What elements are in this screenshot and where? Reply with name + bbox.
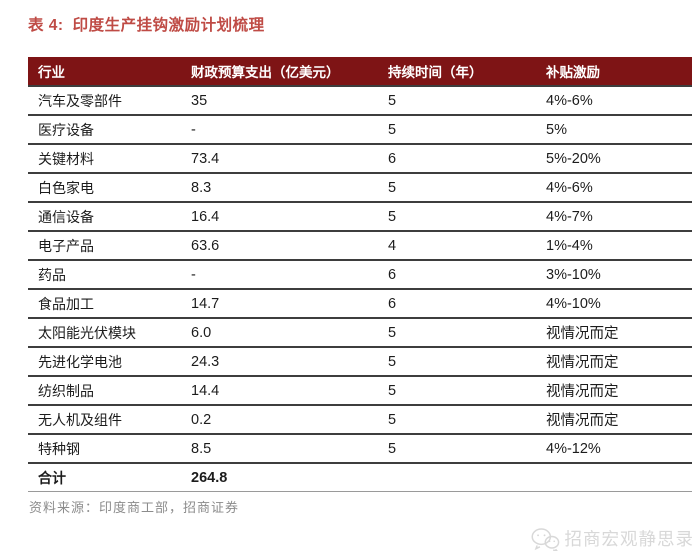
cell-duration: 5 xyxy=(388,376,546,406)
cell-industry: 纺织制品 xyxy=(28,376,191,406)
table-row: 先进化学电池 24.3 5 视情况而定 xyxy=(28,347,692,377)
cell-industry: 食品加工 xyxy=(28,289,191,319)
cell-subsidy: 4%-6% xyxy=(546,86,692,116)
cell-duration: 5 xyxy=(388,347,546,377)
cell-subsidy: 4%-6% xyxy=(546,173,692,203)
cell-industry: 电子产品 xyxy=(28,231,191,261)
cell-subsidy: 1%-4% xyxy=(546,231,692,261)
table-row: 特种钢 8.5 5 4%-12% xyxy=(28,434,692,464)
table-row: 医疗设备 -5 5% xyxy=(28,115,692,145)
cell-duration: 6 xyxy=(388,260,546,290)
cell-subsidy: 4%-10% xyxy=(546,289,692,319)
cell-budget: - xyxy=(191,260,388,290)
cell-industry: 太阳能光伏模块 xyxy=(28,318,191,348)
cell-subsidy: 5% xyxy=(546,115,692,145)
table-row: 通信设备 16.4 5 4%-7% xyxy=(28,202,692,232)
cell-budget: 6.0 xyxy=(191,318,388,348)
table-row: 汽车及零部件 35 5 4%-6% xyxy=(28,86,692,116)
cell-industry: 医疗设备 xyxy=(28,115,191,145)
cell-budget: 16.4 xyxy=(191,202,388,232)
cell-duration: 5 xyxy=(388,86,546,116)
cell-duration: 5 xyxy=(388,173,546,203)
watermark: 招商宏观静思录 xyxy=(530,526,695,551)
table-title-label: 表 4: xyxy=(28,17,64,34)
cell-duration: 6 xyxy=(388,144,546,174)
cell-duration: 6 xyxy=(388,289,546,319)
cell-duration: 5 xyxy=(388,405,546,435)
total-label: 合计 xyxy=(28,463,191,492)
cell-industry: 关键材料 xyxy=(28,144,191,174)
total-empty-subsidy xyxy=(546,463,692,492)
cell-subsidy: 视情况而定 xyxy=(546,318,692,348)
cell-budget: 35 xyxy=(191,86,388,116)
cell-duration: 5 xyxy=(388,115,546,145)
cell-subsidy: 视情况而定 xyxy=(546,405,692,435)
table-row: 关键材料 73.4 6 5%-20% xyxy=(28,144,692,174)
cell-industry: 通信设备 xyxy=(28,202,191,232)
header-industry: 行业 xyxy=(28,57,191,87)
cell-industry: 特种钢 xyxy=(28,434,191,464)
table-row: 无人机及组件 0.2 5 视情况而定 xyxy=(28,405,692,435)
cell-duration: 5 xyxy=(388,434,546,464)
pli-table: 行业 财政预算支出（亿美元） 持续时间（年） 补贴激励 汽车及零部件 35 5 4%-… xyxy=(28,57,692,492)
cell-budget: 14.4 xyxy=(191,376,388,406)
table-header-row: 行业 财政预算支出（亿美元） 持续时间（年） 补贴激励 xyxy=(28,57,692,87)
cell-budget: 63.6 xyxy=(191,231,388,261)
table-body: 汽车及零部件 35 5 4%-6% 医疗设备 -5 5% 关键材料 73.4 6 5%-20% 白色家… xyxy=(28,86,692,464)
cell-subsidy: 视情况而定 xyxy=(546,347,692,377)
cell-duration: 5 xyxy=(388,318,546,348)
cell-budget: 0.2 xyxy=(191,405,388,435)
watermark-text: 招商宏观静思录 xyxy=(564,529,694,549)
table-row: 食品加工 14.7 6 4%-10% xyxy=(28,289,692,319)
total-value: 264.8 xyxy=(191,463,388,492)
table-title: 表 4: 印度生产挂钩激励计划梳理 xyxy=(28,13,265,35)
wechat-icon xyxy=(530,527,560,551)
cell-industry: 汽车及零部件 xyxy=(28,86,191,116)
cell-duration: 5 xyxy=(388,202,546,232)
table-row: 白色家电 8.3 5 4%-6% xyxy=(28,173,692,203)
cell-subsidy: 视情况而定 xyxy=(546,376,692,406)
cell-budget: 24.3 xyxy=(191,347,388,377)
cell-subsidy: 3%-10% xyxy=(546,260,692,290)
cell-subsidy: 4%-12% xyxy=(546,434,692,464)
cell-budget: 73.4 xyxy=(191,144,388,174)
cell-budget: 14.7 xyxy=(191,289,388,319)
table-total-body: 合计 264.8 xyxy=(28,463,692,492)
table-row: 太阳能光伏模块 6.0 5 视情况而定 xyxy=(28,318,692,348)
cell-subsidy: 5%-20% xyxy=(546,144,692,174)
cell-industry: 白色家电 xyxy=(28,173,191,203)
header-budget: 财政预算支出（亿美元） xyxy=(191,57,388,87)
cell-industry: 无人机及组件 xyxy=(28,405,191,435)
total-empty-duration xyxy=(388,463,546,492)
table-total-row: 合计 264.8 xyxy=(28,463,692,492)
table-row: 药品 -6 3%-10% xyxy=(28,260,692,290)
source-note: 资料来源：印度商工部，招商证券 xyxy=(29,500,240,515)
header-subsidy: 补贴激励 xyxy=(546,57,692,87)
cell-industry: 先进化学电池 xyxy=(28,347,191,377)
cell-duration: 4 xyxy=(388,231,546,261)
cell-budget: - xyxy=(191,115,388,145)
cell-industry: 药品 xyxy=(28,260,191,290)
cell-budget: 8.5 xyxy=(191,434,388,464)
header-duration: 持续时间（年） xyxy=(388,57,546,87)
cell-subsidy: 4%-7% xyxy=(546,202,692,232)
table-row: 纺织制品 14.4 5 视情况而定 xyxy=(28,376,692,406)
table-title-text: 印度生产挂钩激励计划梳理 xyxy=(72,17,265,34)
cell-budget: 8.3 xyxy=(191,173,388,203)
table-row: 电子产品 63.6 4 1%-4% xyxy=(28,231,692,261)
